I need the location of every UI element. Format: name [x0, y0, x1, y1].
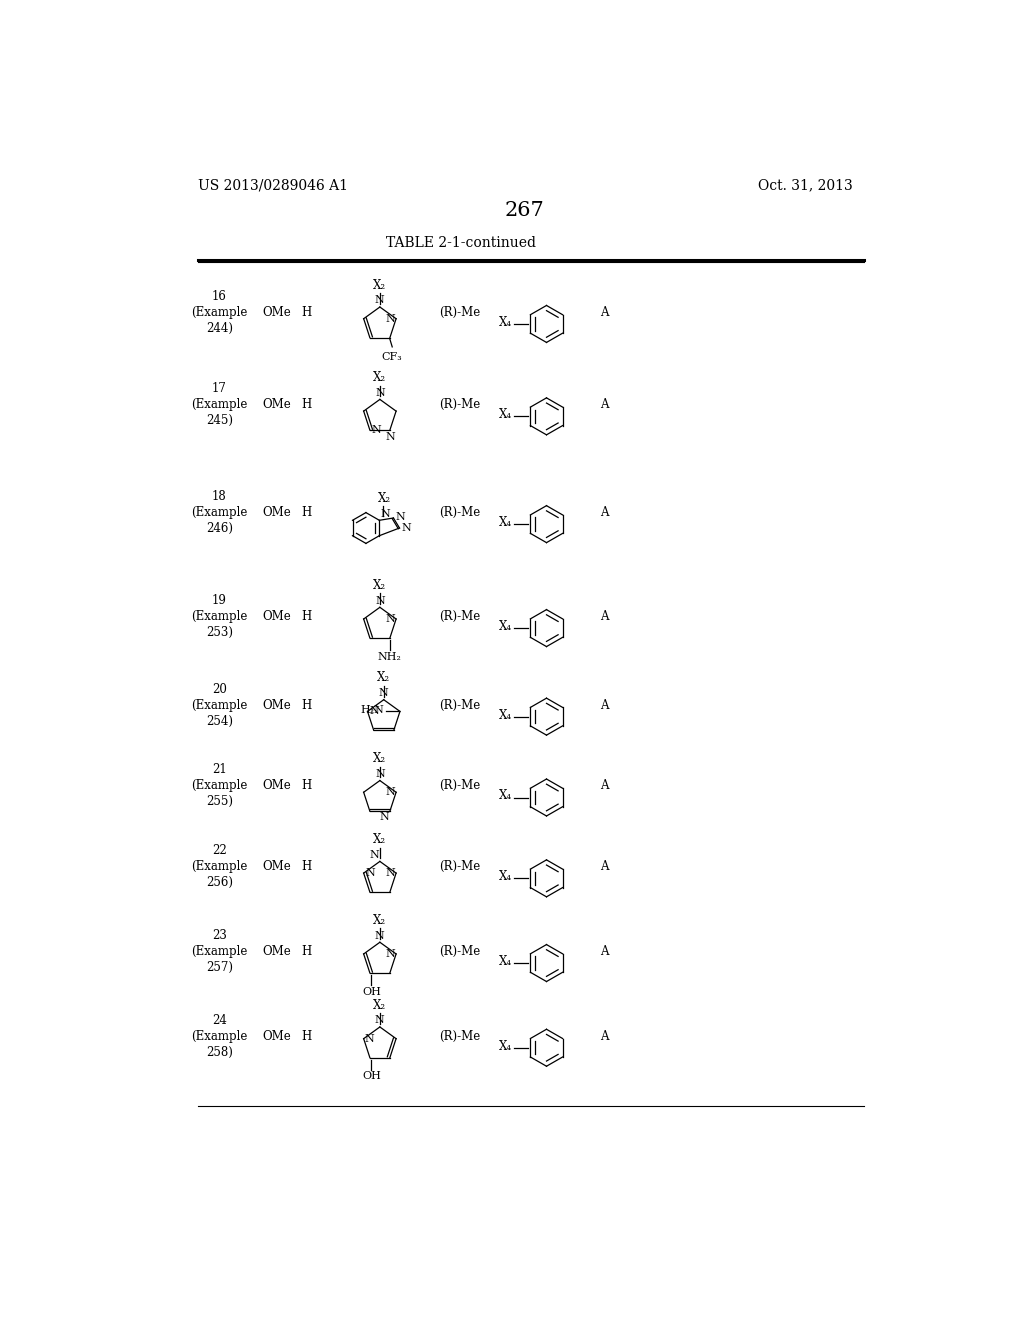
Text: OMe: OMe	[262, 610, 291, 623]
Text: OMe: OMe	[262, 506, 291, 519]
Text: NH₂: NH₂	[378, 652, 401, 661]
Text: H: H	[301, 399, 311, 412]
Text: 24
(Example
258): 24 (Example 258)	[191, 1014, 248, 1059]
Text: H: H	[301, 945, 311, 958]
Text: N: N	[386, 949, 395, 958]
Text: 20
(Example
254): 20 (Example 254)	[191, 682, 248, 727]
Text: N: N	[395, 512, 404, 523]
Text: X₄: X₄	[500, 1040, 512, 1053]
Text: N: N	[386, 614, 395, 624]
Text: (R)-Me: (R)-Me	[439, 399, 480, 412]
Text: A: A	[600, 861, 609, 874]
Text: (R)-Me: (R)-Me	[439, 306, 480, 319]
Text: H: H	[301, 861, 311, 874]
Text: A: A	[600, 506, 609, 519]
Text: X₄: X₄	[500, 789, 512, 803]
Text: H: H	[301, 306, 311, 319]
Text: X₄: X₄	[500, 954, 512, 968]
Text: N: N	[379, 688, 389, 698]
Text: OMe: OMe	[262, 306, 291, 319]
Text: N: N	[386, 869, 395, 878]
Text: X₂: X₂	[374, 998, 386, 1011]
Text: N: N	[385, 432, 395, 442]
Text: X₄: X₄	[500, 408, 512, 421]
Text: N: N	[374, 931, 384, 941]
Text: H: H	[301, 506, 311, 519]
Text: OMe: OMe	[262, 945, 291, 958]
Text: (R)-Me: (R)-Me	[439, 698, 480, 711]
Text: N: N	[375, 595, 385, 606]
Text: A: A	[600, 399, 609, 412]
Text: (R)-Me: (R)-Me	[439, 1030, 480, 1043]
Text: N: N	[401, 523, 412, 533]
Text: A: A	[600, 610, 609, 623]
Text: X₄: X₄	[500, 620, 512, 634]
Text: A: A	[600, 779, 609, 792]
Text: 18
(Example
246): 18 (Example 246)	[191, 490, 248, 535]
Text: N: N	[365, 1034, 374, 1044]
Text: X₄: X₄	[500, 709, 512, 722]
Text: X₄: X₄	[500, 870, 512, 883]
Text: A: A	[600, 698, 609, 711]
Text: N: N	[386, 787, 395, 797]
Text: OH: OH	[361, 987, 381, 997]
Text: X₂: X₂	[374, 579, 386, 591]
Text: US 2013/0289046 A1: US 2013/0289046 A1	[198, 178, 348, 193]
Text: OMe: OMe	[262, 698, 291, 711]
Text: A: A	[600, 306, 609, 319]
Text: (R)-Me: (R)-Me	[439, 506, 480, 519]
Text: H: H	[301, 779, 311, 792]
Text: (R)-Me: (R)-Me	[439, 945, 480, 958]
Text: 16
(Example
244): 16 (Example 244)	[191, 290, 248, 335]
Text: N: N	[366, 869, 375, 878]
Text: N: N	[374, 1015, 384, 1026]
Text: N: N	[379, 812, 389, 822]
Text: X₂: X₂	[374, 371, 386, 384]
Text: 21
(Example
255): 21 (Example 255)	[191, 763, 248, 808]
Text: X₂: X₂	[374, 752, 386, 766]
Text: X₂: X₂	[374, 913, 386, 927]
Text: N: N	[369, 706, 379, 717]
Text: 22
(Example
256): 22 (Example 256)	[191, 845, 248, 890]
Text: Oct. 31, 2013: Oct. 31, 2013	[758, 178, 853, 193]
Text: X₂: X₂	[377, 672, 390, 684]
Text: N: N	[386, 314, 395, 323]
Text: N: N	[375, 770, 385, 779]
Text: (R)-Me: (R)-Me	[439, 861, 480, 874]
Text: X₄: X₄	[500, 516, 512, 529]
Text: X₄: X₄	[500, 315, 512, 329]
Text: N: N	[381, 508, 390, 519]
Text: N: N	[370, 850, 379, 859]
Text: 17
(Example
245): 17 (Example 245)	[191, 383, 248, 428]
Text: TABLE 2-1-continued: TABLE 2-1-continued	[386, 236, 537, 249]
Text: X₂: X₂	[374, 833, 386, 846]
Text: N: N	[372, 425, 381, 436]
Text: X₂: X₂	[378, 492, 391, 506]
Text: 23
(Example
257): 23 (Example 257)	[191, 929, 248, 974]
Text: A: A	[600, 945, 609, 958]
Text: OMe: OMe	[262, 399, 291, 412]
Text: H₂N: H₂N	[360, 705, 384, 715]
Text: OMe: OMe	[262, 861, 291, 874]
Text: CF₃: CF₃	[382, 351, 402, 362]
Text: X₂: X₂	[374, 279, 386, 292]
Text: A: A	[600, 1030, 609, 1043]
Text: OMe: OMe	[262, 779, 291, 792]
Text: (R)-Me: (R)-Me	[439, 610, 480, 623]
Text: 267: 267	[505, 201, 545, 220]
Text: 19
(Example
253): 19 (Example 253)	[191, 594, 248, 639]
Text: OMe: OMe	[262, 1030, 291, 1043]
Text: OH: OH	[361, 1072, 381, 1081]
Text: N: N	[375, 388, 385, 397]
Text: (R)-Me: (R)-Me	[439, 779, 480, 792]
Text: H: H	[301, 698, 311, 711]
Text: H: H	[301, 610, 311, 623]
Text: H: H	[301, 1030, 311, 1043]
Text: N: N	[374, 296, 384, 305]
